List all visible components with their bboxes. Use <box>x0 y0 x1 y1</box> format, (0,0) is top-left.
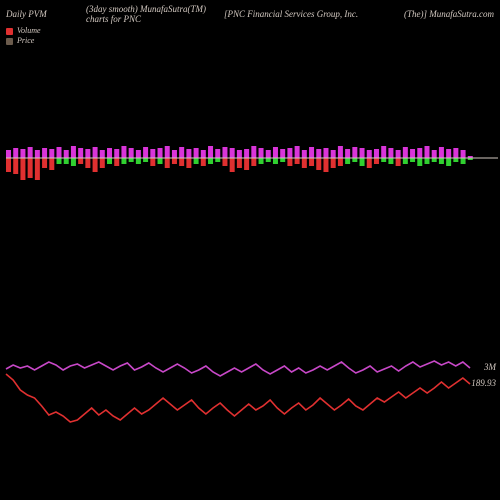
chart-svg <box>0 0 500 500</box>
volume-end-label: 3M <box>484 362 496 372</box>
volume-line <box>6 361 470 376</box>
price-line <box>6 374 470 422</box>
price-end-label: 189.93 <box>471 378 496 388</box>
bar-chart <box>6 146 473 180</box>
